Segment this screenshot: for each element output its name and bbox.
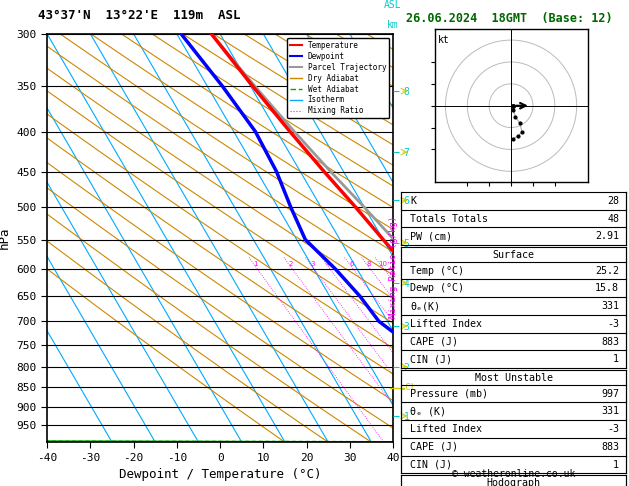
Text: LCL: LCL bbox=[400, 383, 416, 393]
Text: 997: 997 bbox=[601, 389, 619, 399]
Text: PW (cm): PW (cm) bbox=[410, 231, 452, 242]
Text: 1: 1 bbox=[253, 261, 258, 267]
Text: 4: 4 bbox=[326, 261, 330, 267]
Text: -3: -3 bbox=[607, 424, 619, 434]
Text: 3: 3 bbox=[310, 261, 314, 267]
Text: Dewp (°C): Dewp (°C) bbox=[410, 283, 464, 294]
Text: © weatheronline.co.uk: © weatheronline.co.uk bbox=[452, 469, 576, 479]
Text: CAPE (J): CAPE (J) bbox=[410, 442, 459, 452]
X-axis label: Dewpoint / Temperature (°C): Dewpoint / Temperature (°C) bbox=[119, 468, 321, 481]
Legend: Temperature, Dewpoint, Parcel Trajectory, Dry Adiabat, Wet Adiabat, Isotherm, Mi: Temperature, Dewpoint, Parcel Trajectory… bbox=[287, 38, 389, 119]
Text: km: km bbox=[387, 20, 399, 30]
Text: 15.8: 15.8 bbox=[595, 283, 619, 294]
Text: 48: 48 bbox=[607, 213, 619, 224]
Text: 6: 6 bbox=[349, 261, 353, 267]
Text: 25.2: 25.2 bbox=[595, 265, 619, 276]
Text: kt: kt bbox=[438, 35, 449, 45]
Text: 26.06.2024  18GMT  (Base: 12): 26.06.2024 18GMT (Base: 12) bbox=[406, 12, 612, 25]
Text: 8: 8 bbox=[366, 261, 371, 267]
Text: Mixing Ratio (g/kg): Mixing Ratio (g/kg) bbox=[389, 216, 398, 318]
Text: 2.91: 2.91 bbox=[595, 231, 619, 242]
Text: ASL: ASL bbox=[384, 0, 402, 10]
Text: 28: 28 bbox=[607, 196, 619, 206]
Text: 1: 1 bbox=[613, 354, 619, 364]
Text: Surface: Surface bbox=[493, 250, 535, 260]
Text: CIN (J): CIN (J) bbox=[410, 354, 452, 364]
Text: CIN (J): CIN (J) bbox=[410, 460, 452, 469]
Text: Totals Totals: Totals Totals bbox=[410, 213, 488, 224]
Text: 883: 883 bbox=[601, 336, 619, 347]
Text: K: K bbox=[410, 196, 416, 206]
Text: Hodograph: Hodograph bbox=[487, 478, 540, 486]
Text: Pressure (mb): Pressure (mb) bbox=[410, 389, 488, 399]
Text: 2: 2 bbox=[289, 261, 293, 267]
Text: 883: 883 bbox=[601, 442, 619, 452]
Text: Lifted Index: Lifted Index bbox=[410, 424, 482, 434]
Text: Most Unstable: Most Unstable bbox=[474, 373, 553, 382]
Text: Temp (°C): Temp (°C) bbox=[410, 265, 464, 276]
Text: θₑ (K): θₑ (K) bbox=[410, 406, 447, 417]
Y-axis label: hPa: hPa bbox=[0, 227, 11, 249]
Text: Lifted Index: Lifted Index bbox=[410, 319, 482, 329]
Text: θₑ(K): θₑ(K) bbox=[410, 301, 440, 311]
Text: 43°37'N  13°22'E  119m  ASL: 43°37'N 13°22'E 119m ASL bbox=[38, 9, 240, 22]
Text: 331: 331 bbox=[601, 301, 619, 311]
Text: 331: 331 bbox=[601, 406, 619, 417]
Text: 1: 1 bbox=[613, 460, 619, 469]
Text: 10: 10 bbox=[378, 261, 387, 267]
Text: CAPE (J): CAPE (J) bbox=[410, 336, 459, 347]
Text: -3: -3 bbox=[607, 319, 619, 329]
